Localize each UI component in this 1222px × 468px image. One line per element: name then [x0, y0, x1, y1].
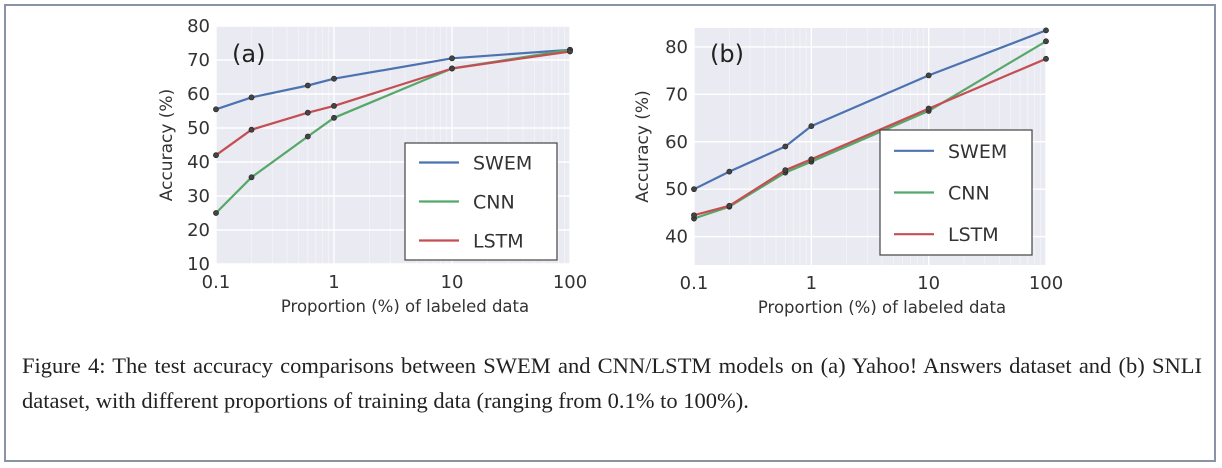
- data-point-lstm: [449, 65, 455, 72]
- x-axis-label: Proportion (%) of labeled data: [281, 297, 529, 316]
- data-point-cnn: [331, 114, 337, 121]
- y-tick-label: 20: [187, 220, 210, 241]
- data-point-swem: [304, 82, 311, 89]
- data-point-lstm: [304, 109, 311, 116]
- series-line-lstm: [215, 50, 571, 157]
- x-tick-label: 0.1: [202, 272, 231, 293]
- legend-label-lstm: LSTM: [473, 231, 524, 253]
- y-tick-label: 40: [187, 152, 210, 173]
- data-point-swem: [331, 75, 337, 82]
- data-point-swem: [213, 106, 219, 113]
- data-point-lstm: [248, 126, 255, 133]
- data-point-lstm: [567, 48, 573, 55]
- y-tick-label: 50: [187, 118, 210, 139]
- panel-label: (a): [232, 40, 265, 68]
- y-tick-label: 30: [187, 186, 210, 207]
- data-point-cnn: [213, 210, 219, 216]
- data-point-cnn: [304, 133, 311, 140]
- data-point-lstm: [331, 103, 337, 109]
- x-tick-label: 10: [441, 272, 464, 293]
- y-tick-label: 70: [187, 50, 210, 71]
- legend-label-cnn: CNN: [473, 192, 515, 214]
- data-point-lstm: [213, 152, 219, 159]
- y-tick-label: 10: [187, 254, 210, 275]
- y-tick-label: 80: [187, 16, 210, 37]
- data-point-swem: [449, 55, 455, 62]
- data-point-cnn: [248, 174, 255, 181]
- series-line-swem: [215, 48, 571, 111]
- figure-caption: Figure 4: The test accuracy comparisons …: [22, 353, 1202, 413]
- data-point-swem: [248, 94, 255, 101]
- x-tick-label: 1: [328, 272, 339, 293]
- y-axis-label: Accuracy (%): [157, 89, 177, 201]
- legend-label-swem: SWEM: [473, 153, 532, 175]
- x-tick-label: 100: [553, 272, 587, 293]
- y-tick-label: 60: [187, 84, 210, 105]
